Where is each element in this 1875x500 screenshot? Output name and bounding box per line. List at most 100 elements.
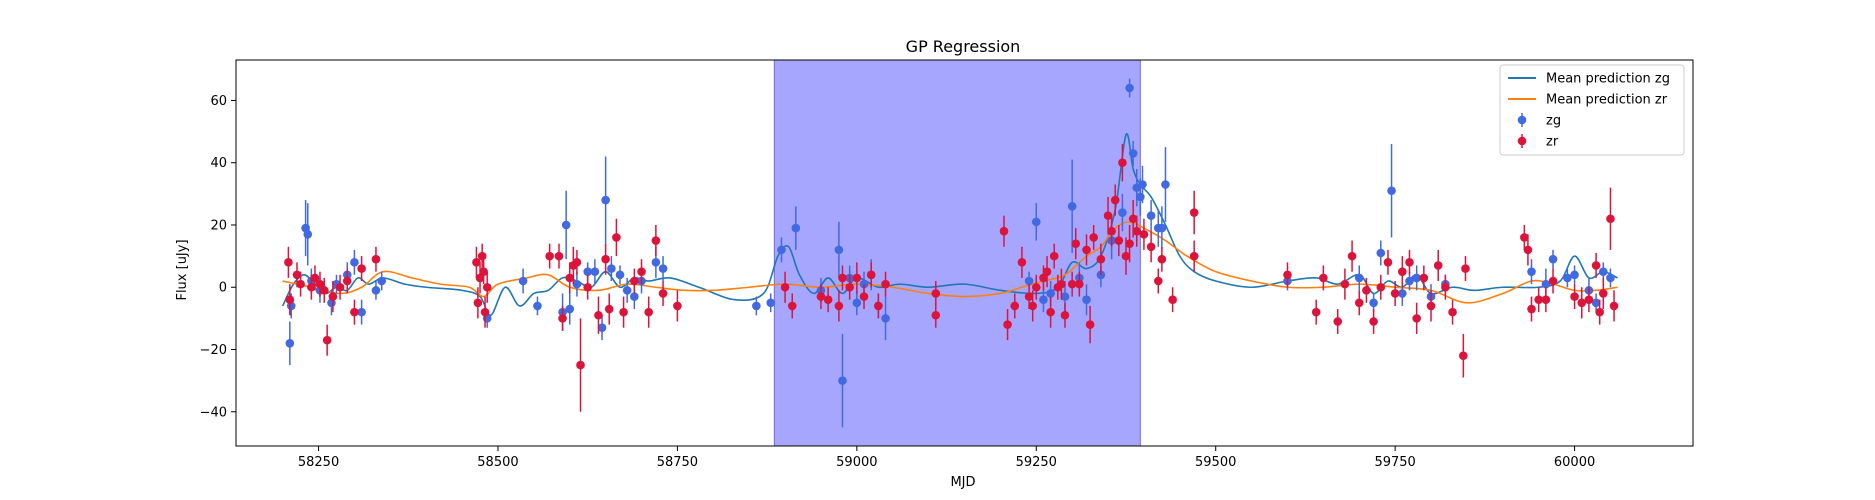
zr-marker xyxy=(558,314,567,323)
y-tick-label: 60 xyxy=(210,94,227,109)
zr-marker xyxy=(572,258,582,267)
zr-marker xyxy=(1319,273,1328,283)
zr-data-point xyxy=(1541,287,1551,313)
zg-marker xyxy=(1598,267,1608,276)
zg-marker xyxy=(357,307,366,317)
zr-data-point xyxy=(1075,271,1084,297)
zr-data-point xyxy=(1049,243,1059,269)
zr-marker xyxy=(1146,242,1156,252)
zg-marker xyxy=(1606,273,1615,283)
zr-data-point xyxy=(1441,274,1450,300)
zr-data-point xyxy=(1595,299,1604,325)
zr-marker xyxy=(644,307,653,317)
zr-data-point xyxy=(1459,333,1468,378)
zg-marker xyxy=(834,245,844,255)
x-tick-label: 58750 xyxy=(657,455,698,470)
zr-marker xyxy=(1459,351,1468,361)
zg-marker xyxy=(303,230,313,239)
zr-marker xyxy=(1157,254,1167,264)
zr-data-point xyxy=(1523,234,1533,266)
zr-marker xyxy=(1283,270,1292,280)
zr-data-point xyxy=(594,296,603,334)
zr-data-point xyxy=(322,324,332,356)
zg-data-point xyxy=(752,296,761,316)
legend-item-mean-prediction-zr: Mean prediction zr xyxy=(1508,93,1668,108)
zr-data-point xyxy=(1333,309,1343,334)
zr-marker xyxy=(1085,320,1095,329)
zr-data-point xyxy=(630,268,639,294)
zr-marker xyxy=(1057,279,1066,289)
zr-marker xyxy=(1075,279,1084,289)
zr-data-point xyxy=(1031,274,1041,300)
zg-data-point xyxy=(1591,293,1601,313)
zr-data-point xyxy=(1319,265,1328,291)
zr-marker xyxy=(787,301,797,311)
zr-marker xyxy=(1333,317,1343,326)
zr-data-point xyxy=(1570,284,1579,310)
legend-marker-swatch xyxy=(1517,115,1527,125)
zg-marker xyxy=(1387,186,1396,196)
zg-marker xyxy=(590,267,600,276)
zr-data-point xyxy=(284,246,293,278)
zr-marker xyxy=(473,298,483,308)
zg-data-point xyxy=(1157,206,1167,250)
zr-data-point xyxy=(1419,265,1429,291)
zr-marker xyxy=(1107,226,1116,236)
legend-label: Mean prediction zg xyxy=(1546,72,1670,87)
legend-label: zr xyxy=(1546,135,1559,150)
zr-data-point xyxy=(823,287,833,313)
zr-data-point xyxy=(673,290,682,322)
zg-data-point xyxy=(301,200,310,257)
zg-data-point xyxy=(1354,265,1364,291)
x-tick-label: 59500 xyxy=(1195,455,1236,470)
zg-marker xyxy=(1128,149,1138,158)
zg-data-point xyxy=(838,333,847,428)
zr-marker xyxy=(845,282,854,292)
zg-marker xyxy=(1024,276,1034,286)
zg-marker xyxy=(1136,192,1145,202)
zr-marker xyxy=(1354,298,1364,308)
zr-marker xyxy=(1082,245,1091,255)
zr-marker xyxy=(315,279,325,289)
zg-data-point xyxy=(1376,240,1386,266)
zr-marker xyxy=(1591,261,1601,270)
zr-data-point xyxy=(1412,302,1421,334)
zr-marker xyxy=(816,292,826,301)
zr-data-point xyxy=(834,290,844,322)
zr-data-point xyxy=(1042,256,1052,288)
zr-data-point xyxy=(881,271,890,297)
zr-data-point xyxy=(1390,281,1400,306)
zr-data-point xyxy=(1311,299,1321,325)
zr-marker xyxy=(834,301,844,311)
zr-data-point xyxy=(328,281,338,313)
zr-data-point xyxy=(637,259,646,285)
zr-marker xyxy=(1570,292,1579,301)
zr-marker xyxy=(319,286,329,295)
zr-marker xyxy=(1168,295,1177,304)
zr-marker xyxy=(1419,273,1429,283)
zr-marker xyxy=(1128,214,1138,224)
zg-marker xyxy=(1118,208,1127,217)
zr-marker xyxy=(545,251,554,261)
zg-data-point xyxy=(285,321,295,366)
zg-marker xyxy=(838,376,847,385)
zr-data-point xyxy=(612,218,621,257)
zg-data-point xyxy=(1412,265,1421,291)
zg-data-point xyxy=(1067,159,1077,253)
zr-marker xyxy=(1139,230,1149,239)
zg-data-point xyxy=(1039,287,1048,313)
y-tick-label: 0 xyxy=(219,281,227,296)
zr-data-point xyxy=(1398,256,1407,288)
zr-data-point xyxy=(1118,144,1127,182)
axes-layer: 58250 58500 58750 59000 59250 59500 59750 60000… xyxy=(200,59,1694,470)
zg-marker xyxy=(285,338,295,348)
zr-marker xyxy=(307,282,316,292)
zr-data-point xyxy=(1103,196,1113,235)
y-axis-label: Flux [uJy] xyxy=(175,239,190,300)
zr-marker xyxy=(1383,258,1393,267)
zr-data-point xyxy=(1096,243,1106,275)
zr-marker xyxy=(1412,314,1421,323)
zr-data-point xyxy=(1114,224,1124,257)
zr-data-point xyxy=(335,274,345,300)
legend-box xyxy=(1499,64,1685,156)
